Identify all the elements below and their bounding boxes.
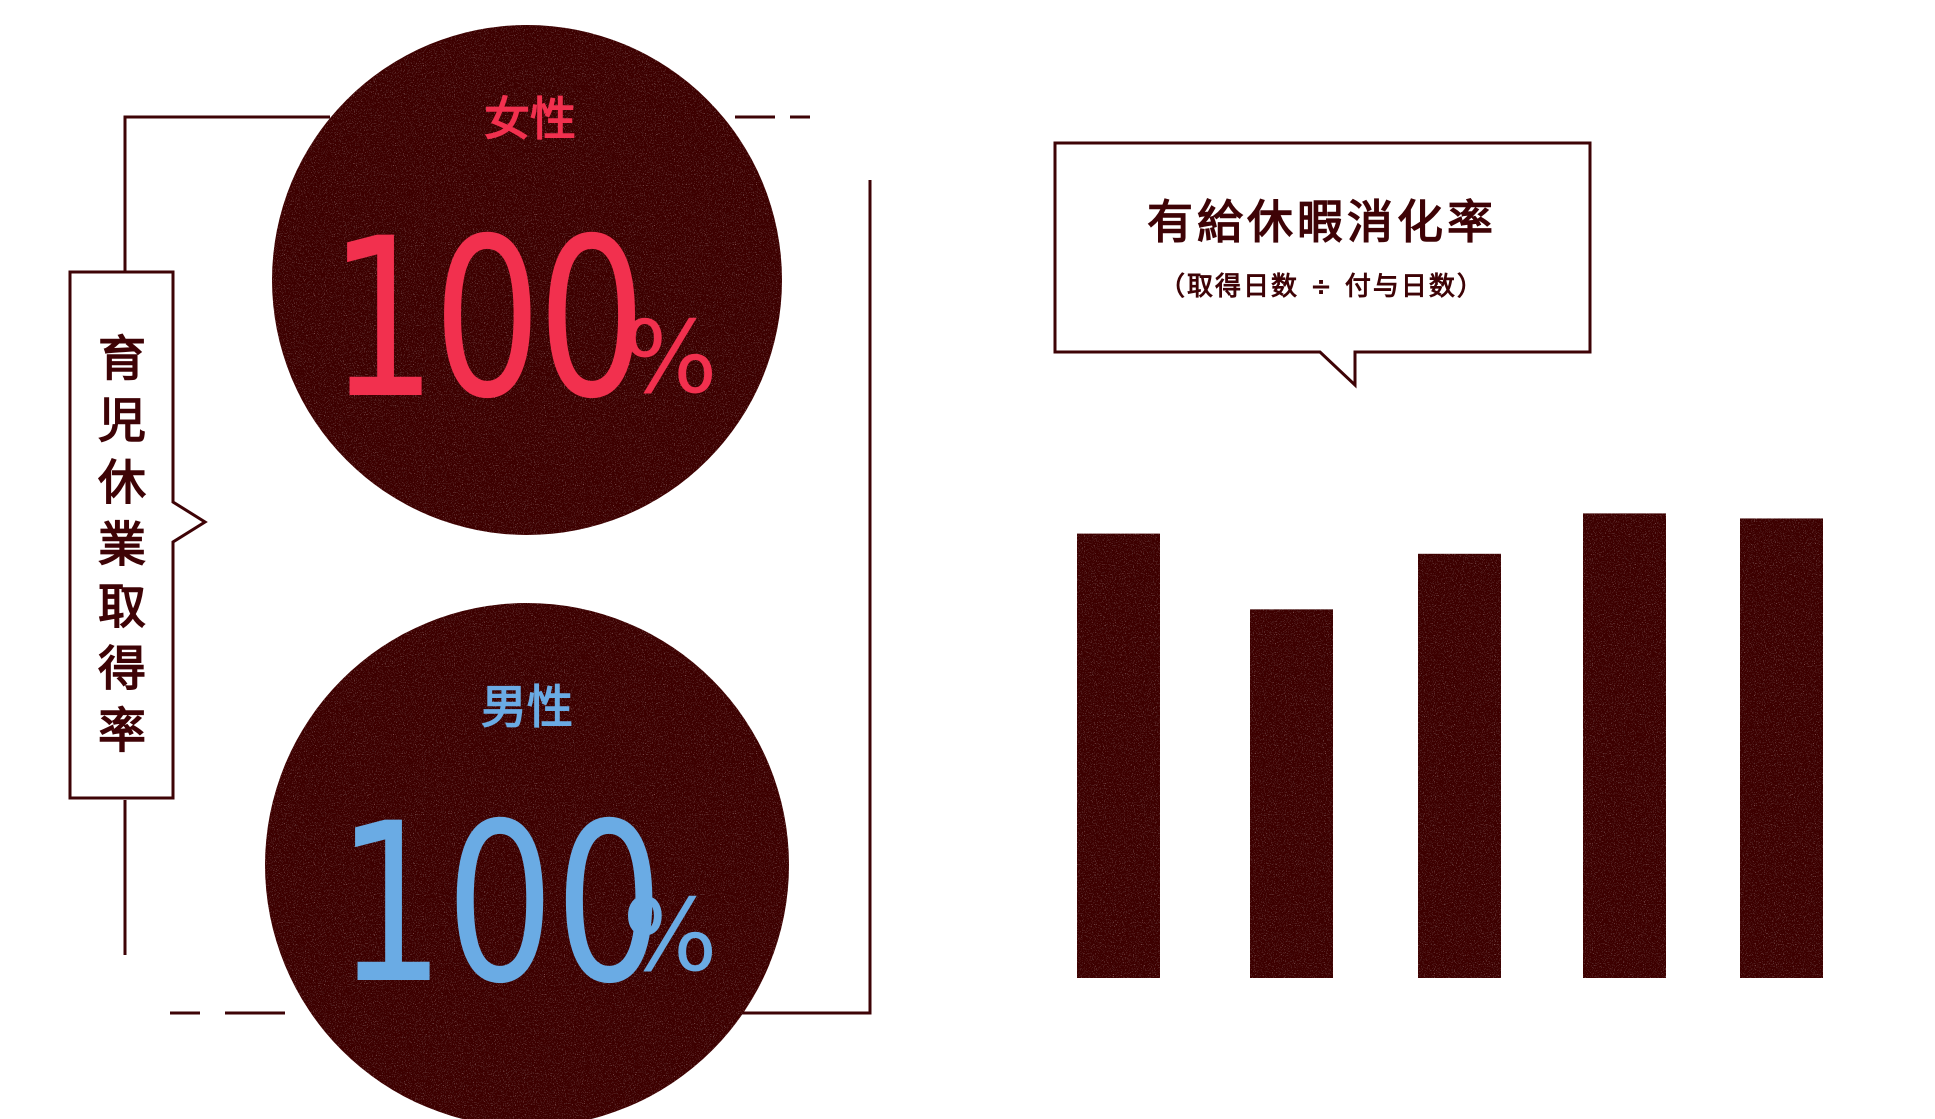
male-value: 100 xyxy=(336,776,664,1032)
childcare-leave-title: 育児休業取得率 xyxy=(97,331,147,759)
male-circle xyxy=(265,603,789,1119)
childcare-leave-title-char: 休 xyxy=(97,455,147,511)
childcare-leave-title-char: 児 xyxy=(98,393,146,449)
paid-leave-title-bubble: 有給休暇消化率 （取得日数 ÷ 付与日数） xyxy=(1053,141,1592,389)
paid-leave-bar xyxy=(1250,609,1333,978)
bracket-top-left-line xyxy=(123,115,330,272)
female-label: 女性 xyxy=(484,92,576,146)
male-label: 男性 xyxy=(481,680,573,734)
female-percent-sign: % xyxy=(622,299,717,416)
childcare-leave-title-box: 育児休業取得率 xyxy=(68,270,208,800)
paid-leave-bar xyxy=(1740,518,1823,978)
female-value: 100 xyxy=(328,191,641,447)
male-percent-sign: % xyxy=(622,877,717,994)
childcare-leave-title-char: 率 xyxy=(98,703,146,759)
childcare-leave-title-char: 業 xyxy=(98,517,146,573)
childcare-leave-title-char: 得 xyxy=(98,641,146,697)
paid-leave-bar xyxy=(1077,533,1160,978)
female-circle-group: 女性 100 % xyxy=(272,25,782,535)
paid-leave-bar xyxy=(1583,513,1666,978)
childcare-leave-title-char: 取 xyxy=(98,579,146,635)
paid-leave-subtitle: （取得日数 ÷ 付与日数） xyxy=(1159,272,1485,302)
childcare-leave-title-char: 育 xyxy=(98,331,146,387)
paid-leave-bar xyxy=(1418,553,1501,978)
paid-leave-bars xyxy=(1077,513,1823,978)
female-circle xyxy=(272,25,782,535)
childcare-leave-bracket xyxy=(123,115,872,1015)
bracket-right-line xyxy=(720,180,872,1015)
male-circle-group: 男性 100 % xyxy=(265,603,789,1119)
paid-leave-title: 有給休暇消化率 xyxy=(1147,195,1497,249)
